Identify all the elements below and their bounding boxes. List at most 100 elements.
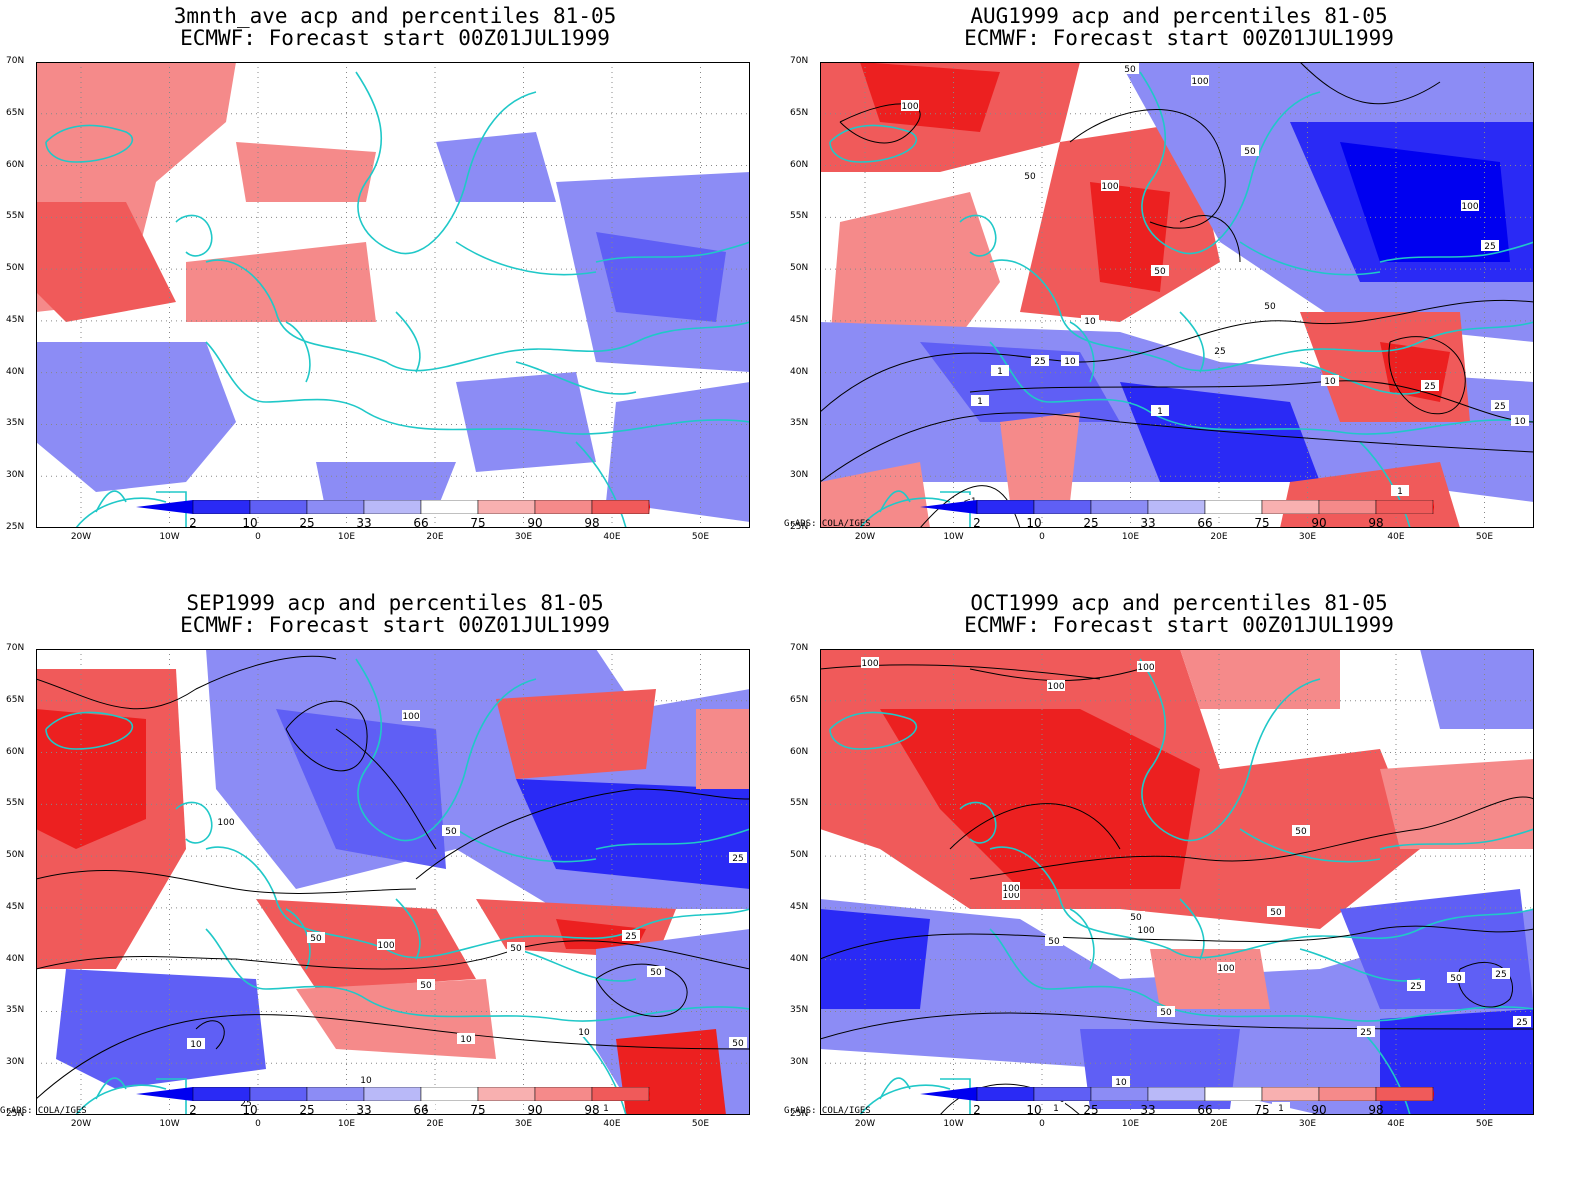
- lon-label: 0: [255, 532, 261, 542]
- contour-label: 25: [1484, 242, 1495, 252]
- contour-label-bg: [442, 825, 460, 836]
- lat-label: 70N: [6, 56, 25, 66]
- contour-label: 10: [1084, 317, 1096, 327]
- contour-label-bg: [402, 710, 420, 721]
- contour-label-bg: [417, 1102, 435, 1113]
- colorbar-segment: [976, 1087, 1035, 1101]
- lon-label: 50E: [1475, 532, 1494, 542]
- colorbar-segment: [192, 1087, 251, 1101]
- colorbar-arrow-left: [136, 1087, 193, 1101]
- coastline: [355, 658, 537, 842]
- contour-label: 100: [1101, 182, 1118, 192]
- lon-label: 20E: [1210, 1119, 1228, 1129]
- colorbar-segment: [363, 1087, 422, 1101]
- contour-label: 25: [732, 854, 743, 864]
- contour-label: 50: [1154, 267, 1166, 277]
- contour-label: 50: [1450, 974, 1462, 984]
- contour-label: 25: [1034, 357, 1045, 367]
- contour-label: 50: [1295, 827, 1307, 837]
- contour-line: [595, 963, 688, 1017]
- contour-label-bg: [1461, 200, 1479, 211]
- lat-label: 70N: [790, 643, 809, 653]
- panel-title: SEP1999 acp and percentiles 81-05: [186, 591, 604, 615]
- contour-label-bg: [1407, 980, 1425, 991]
- coastline: [989, 846, 1534, 959]
- colorbar-segment: [477, 1087, 536, 1101]
- shaded-region: [596, 232, 726, 322]
- contour-label-bg: [1211, 345, 1229, 356]
- colorbar-tick-label: 90: [527, 516, 543, 530]
- contour-label-bg: [1292, 825, 1310, 836]
- colorbar-segment: [1318, 500, 1377, 514]
- shaded-region: [456, 372, 596, 472]
- colorbar-segment: [249, 1087, 308, 1101]
- colorbar-arrow-left: [920, 500, 977, 514]
- lat-label: 35N: [6, 1005, 25, 1016]
- contour-label: 100: [377, 941, 394, 951]
- colorbar-segment: [1375, 500, 1434, 514]
- coastline: [1299, 948, 1421, 982]
- colorbar-tick-label: 66: [1197, 1103, 1213, 1117]
- shaded-region: [1340, 142, 1510, 262]
- contour-label: 100: [1137, 926, 1154, 936]
- contour-label-bg: [417, 979, 435, 990]
- coastline: [95, 1077, 127, 1100]
- colorbar-segment: [192, 500, 251, 514]
- lon-label: 20E: [426, 532, 444, 542]
- colorbar-segment: [1318, 1087, 1377, 1101]
- shaded-region: [1420, 649, 1534, 729]
- contour-label-bg: [1121, 63, 1139, 74]
- coastline: [75, 1084, 167, 1115]
- coastline: [515, 948, 637, 982]
- colorbar-tick-label: 90: [1311, 1103, 1327, 1117]
- lat-label: 40N: [790, 366, 809, 377]
- lon-label: 50E: [691, 532, 710, 542]
- colorbar-tick-label: 98: [1368, 1103, 1384, 1117]
- coastline: [205, 259, 750, 372]
- contour-label: 10: [1115, 1078, 1127, 1088]
- colorbar-tick-label: 66: [1197, 516, 1213, 530]
- contour-line: [1299, 62, 1441, 105]
- contour-label: 25: [1410, 982, 1421, 992]
- coastline: [175, 214, 213, 257]
- colorbar-tick-label: 98: [584, 516, 600, 530]
- contour-label-bg: [1137, 661, 1155, 672]
- shaded-region: [436, 132, 556, 202]
- lat-label: 35N: [790, 1005, 809, 1016]
- coastline: [1139, 71, 1321, 255]
- credit-label: GrADS: COLA/IGES: [784, 519, 871, 529]
- contour-label-bg: [457, 1033, 475, 1044]
- contour-line: [969, 380, 1534, 423]
- lon-label: 40E: [1387, 1119, 1405, 1129]
- colorbar-tick-label: 25: [1083, 516, 1099, 530]
- lon-label: 30E: [1298, 532, 1317, 542]
- lon-label: 10E: [1121, 532, 1140, 542]
- colorbar-segment: [420, 500, 479, 514]
- credit-label: GrADS: COLA/IGES: [0, 1106, 87, 1116]
- shaded-region: [236, 142, 376, 202]
- colorbar-segment: [1033, 1087, 1092, 1101]
- contour-label: 50: [420, 981, 432, 991]
- coastline: [940, 1078, 971, 1115]
- colorbar-tick-label: 2: [973, 516, 981, 530]
- coastline: [940, 491, 971, 528]
- panel-title: AUG1999 acp and percentiles 81-05: [970, 4, 1388, 28]
- contour-label-bg: [507, 942, 525, 953]
- colorbar-tick-label: 25: [1083, 1103, 1099, 1117]
- colorbar-tick-label: 2: [189, 516, 197, 530]
- colorbar-segment: [249, 500, 308, 514]
- colorbar: [920, 1087, 1434, 1101]
- panel-title: 3mnth_ave acp and percentiles 81-05: [173, 4, 617, 28]
- lat-label: 25N: [790, 522, 809, 532]
- colorbar-segment: [1147, 1087, 1206, 1101]
- colorbar-segment: [1375, 1087, 1434, 1101]
- lon-label: 10W: [159, 1119, 180, 1129]
- coastline: [1069, 908, 1095, 970]
- contour-label-bg: [1047, 680, 1065, 691]
- contour-label-bg: [1002, 889, 1020, 900]
- lat-label: 60N: [790, 746, 809, 757]
- lat-label: 60N: [790, 159, 809, 170]
- contour-label: 100: [1002, 884, 1019, 894]
- colorbar-segment: [591, 1087, 650, 1101]
- shaded-region: [186, 242, 376, 322]
